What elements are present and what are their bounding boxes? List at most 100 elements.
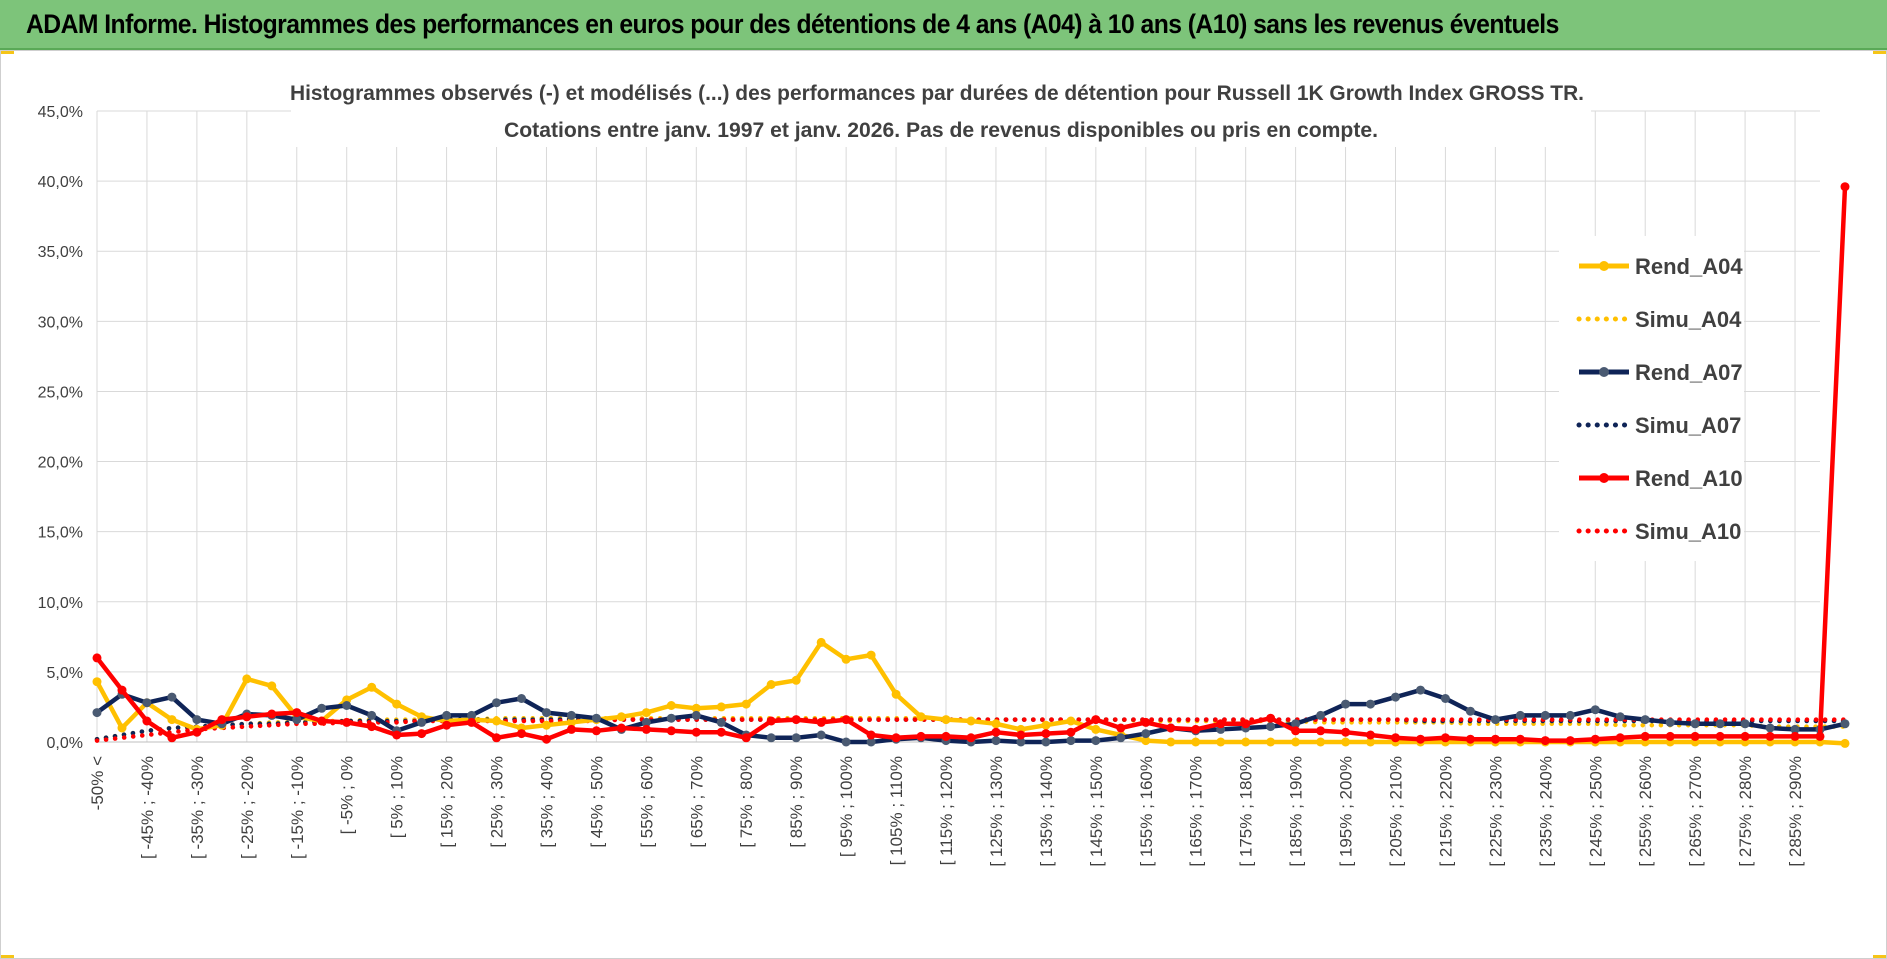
data-point-rend-a04 [1166,737,1176,747]
data-point-rend-a10 [716,727,726,737]
data-point-rend-a07 [1715,719,1725,729]
data-point-rend-a04 [1066,716,1076,726]
data-point-rend-a07 [1091,736,1101,746]
data-point-rend-a10 [1615,733,1625,743]
data-point-rend-a10 [1440,733,1450,743]
data-point-rend-a10 [1316,726,1326,736]
data-point-rend-a10 [492,733,501,743]
corner-accent [0,955,14,959]
x-tick-label: [ 5% ; 10% [388,756,407,838]
data-point-rend-a10 [1141,717,1151,727]
chart-title: Histogrammes observés (-) et modélisés (… [290,82,1584,105]
data-point-rend-a10 [142,716,152,726]
x-tick-label: [ 95% ; 100% [837,756,856,857]
data-point-rend-a04 [242,674,252,684]
corner-accent [0,50,14,54]
x-tick-label: -50% < [88,756,107,810]
data-point-rend-a04 [691,703,701,713]
data-point-rend-a07 [92,708,102,718]
data-point-rend-a10 [1241,719,1251,729]
data-point-rend-a10 [1640,731,1650,741]
legend-label-rend-a10: Rend_A10 [1635,466,1743,491]
x-tick-label: [ -35% ; -30% [188,756,207,859]
data-point-rend-a10 [866,730,876,740]
data-point-rend-a10 [1341,727,1351,737]
data-point-rend-a07 [542,708,551,718]
data-point-rend-a07 [167,692,177,702]
data-point-rend-a10 [1765,731,1775,741]
x-tick-label: [ 275% ; 280% [1736,756,1755,867]
data-point-rend-a07 [517,694,526,703]
y-tick-label: 5,0% [47,665,83,682]
x-tick-label: [ 195% ; 200% [1337,756,1356,867]
data-point-rend-a04 [1091,724,1101,734]
data-point-rend-a10 [1840,182,1850,192]
x-tick-label: [ 245% ; 250% [1586,756,1605,867]
data-point-rend-a07 [816,730,826,740]
data-point-rend-a04 [1041,720,1051,730]
data-point-rend-a04 [566,717,576,727]
data-point-rend-a07 [1515,710,1525,720]
x-tick-label: [ 75% ; 80% [737,756,756,848]
y-tick-label: 35,0% [38,244,83,261]
data-point-rend-a07 [1291,719,1301,729]
data-point-rend-a04 [1266,737,1276,747]
data-point-rend-a10 [941,731,951,741]
data-point-rend-a10 [1665,731,1675,741]
data-point-rend-a07 [1740,719,1750,729]
data-point-rend-a10 [566,724,576,734]
x-tick-label: [ 15% ; 20% [438,756,457,848]
data-point-rend-a10 [342,717,352,727]
x-tick-label: [ 235% ; 240% [1536,756,1555,867]
data-point-rend-a04 [1241,737,1251,747]
data-point-rend-a07 [1690,719,1700,729]
data-point-rend-a04 [267,681,277,691]
legend-background [1559,236,1744,561]
data-point-rend-a07 [1665,717,1675,727]
legend-marker-rend-a04 [1599,261,1609,271]
data-point-rend-a04 [616,712,626,722]
title-background [291,73,1591,147]
data-point-rend-a07 [1141,729,1151,739]
series-layer [92,182,1850,748]
x-tick-label: [ -5% ; 0% [338,756,357,834]
legend-label-rend-a07: Rend_A07 [1635,360,1743,385]
chart-subtitle: Cotations entre janv. 1997 et janv. 2026… [504,119,1378,142]
data-point-rend-a07 [566,710,576,720]
data-point-rend-a07 [1116,733,1126,743]
x-tick-label: [ 205% ; 210% [1386,756,1405,867]
data-point-rend-a10 [92,653,102,663]
data-point-rend-a04 [866,650,876,660]
data-point-rend-a10 [367,722,377,732]
x-tick-label: [ 265% ; 270% [1686,756,1705,867]
x-axis: -50% < [ -45% ; -40% [ -35% ; -30% [ -25% ;… [88,756,1805,867]
legend-marker-rend-a07 [1599,367,1609,377]
data-point-rend-a10 [1490,734,1500,744]
data-point-rend-a07 [142,698,152,708]
data-point-rend-a04 [641,708,651,718]
data-point-rend-a07 [1416,685,1425,695]
legend-label-rend-a04: Rend_A04 [1635,254,1743,279]
y-tick-label: 10,0% [38,595,83,612]
data-point-rend-a10 [1391,733,1400,743]
data-point-rend-a04 [841,654,851,664]
data-point-rend-a10 [791,715,801,725]
data-point-rend-a10 [1116,723,1126,733]
data-point-rend-a07 [841,737,851,747]
x-tick-label: [ 165% ; 170% [1187,756,1206,867]
data-point-rend-a04 [766,680,776,689]
y-tick-label: 30,0% [38,314,83,331]
data-point-rend-a07 [766,733,776,743]
data-point-rend-a07 [442,710,452,720]
data-point-rend-a07 [1266,722,1276,732]
x-tick-label: [ 145% ; 150% [1087,756,1106,867]
data-point-rend-a10 [666,726,676,736]
data-point-rend-a07 [367,710,377,720]
data-point-rend-a04 [991,719,1001,729]
data-point-rend-a07 [317,703,327,713]
data-point-rend-a07 [1041,737,1051,747]
data-point-rend-a07 [1066,736,1076,746]
data-point-rend-a07 [866,737,876,747]
data-point-rend-a10 [292,708,302,718]
legend-label-simu-a07: Simu_A07 [1635,413,1741,438]
